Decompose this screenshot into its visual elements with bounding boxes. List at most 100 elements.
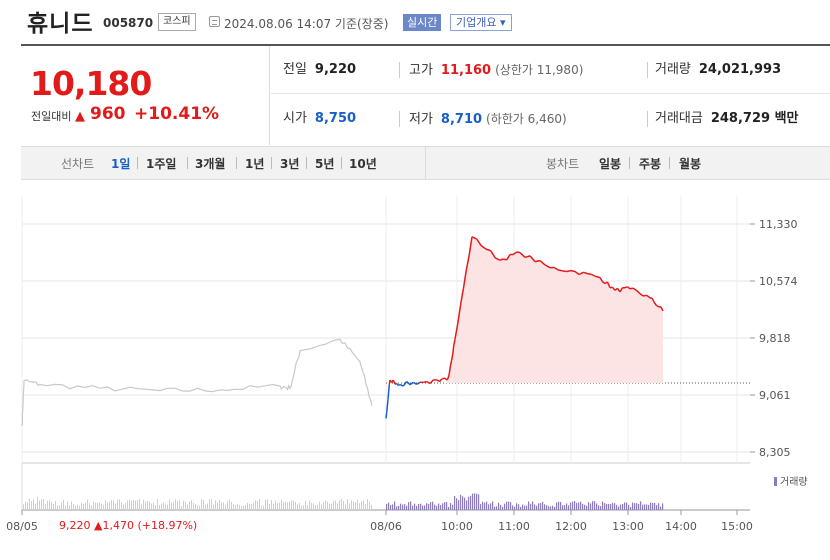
volume-bar	[560, 501, 562, 510]
volume-bar-prev-day	[285, 501, 286, 510]
volume-bar	[520, 506, 522, 510]
volume-bar-prev-day	[109, 501, 110, 510]
price-segment	[534, 259, 541, 263]
volume-bar	[610, 503, 612, 510]
volume-bar-prev-day	[245, 505, 246, 510]
period-10y[interactable]: 10년	[349, 157, 377, 171]
candle-weekly[interactable]: 주봉	[639, 157, 662, 171]
volume-bar	[424, 505, 426, 510]
volume-bar	[484, 502, 486, 510]
price-change: 960	[90, 104, 126, 124]
volume-bar-prev-day	[177, 501, 178, 510]
volume-bar	[558, 501, 560, 510]
volume-bar-prev-day	[345, 504, 346, 510]
volume-bar	[506, 501, 508, 510]
price-segment	[471, 236, 478, 240]
volume-bar-prev-day	[95, 502, 96, 510]
volume-bar	[470, 495, 472, 510]
volume-bar-prev-day	[297, 504, 298, 510]
candle-daily[interactable]: 일봉	[599, 157, 622, 171]
price-segment	[656, 304, 660, 308]
volume-bar-prev-day	[329, 503, 330, 510]
volume-bar-prev-day	[281, 499, 282, 510]
price-segment	[627, 286, 631, 290]
volume-bar	[498, 502, 500, 510]
stock-header: 휴니드 005870 코스피 2024.08.06 14:07 기준(장중) 실…	[0, 0, 830, 44]
volume-bar	[528, 501, 530, 510]
x-tick-label: 11:00	[498, 520, 530, 533]
price-segment	[412, 381, 418, 385]
volume-bar	[530, 503, 532, 510]
period-1w[interactable]: 1주일	[146, 157, 177, 171]
volume-bar	[542, 501, 544, 510]
volume-legend: 거래량	[774, 473, 808, 488]
volume-bar	[608, 503, 610, 510]
volume-bar	[458, 500, 460, 510]
calendar-icon	[209, 16, 220, 27]
volume-bar-prev-day	[179, 500, 180, 510]
volume-bar-prev-day	[197, 505, 198, 510]
volume-bar-prev-day	[327, 501, 328, 510]
volume-bar	[604, 503, 606, 510]
volume-bar	[576, 502, 578, 510]
volume-bar	[446, 501, 448, 510]
realtime-button[interactable]: 실시간	[403, 14, 442, 31]
price-segment	[651, 297, 655, 303]
volume-bar	[596, 503, 598, 510]
y-tick-label: 9,818	[759, 332, 791, 345]
stat-high: 고가 11,160 (상한가 11,980)	[409, 63, 584, 78]
volume-bar	[394, 501, 396, 510]
vs-prev-label: 전일대비	[31, 110, 72, 123]
price-segment	[558, 269, 563, 272]
price-segment	[660, 306, 664, 312]
price-segment	[562, 270, 567, 273]
volume-bar-prev-day	[55, 500, 56, 510]
volume-bar	[556, 502, 558, 510]
volume-bar-prev-day	[335, 500, 336, 510]
company-overview-dropdown[interactable]: 기업개요 ▾	[450, 14, 512, 31]
volume-bar	[474, 493, 476, 510]
volume-bar-prev-day	[225, 505, 226, 510]
price-segment	[611, 286, 616, 291]
rise-fill-area	[446, 236, 663, 383]
volume-bar-prev-day	[47, 500, 48, 510]
volume-bar-prev-day	[339, 500, 340, 510]
volume-bar	[516, 503, 518, 510]
period-1d[interactable]: 1일	[111, 157, 131, 171]
volume-bar-prev-day	[143, 499, 144, 510]
period-5y[interactable]: 5년	[315, 157, 335, 171]
price-segment	[544, 264, 551, 269]
period-3y[interactable]: 3년	[280, 157, 300, 171]
volume-bar-prev-day	[31, 501, 32, 510]
price-segment	[442, 377, 445, 380]
price-segment	[506, 254, 511, 261]
period-3m[interactable]: 3개월	[195, 157, 226, 171]
volume-bar-prev-day	[25, 501, 26, 510]
volume-bar-prev-day	[263, 505, 264, 510]
stat-prev: 전일 9,220	[283, 62, 357, 77]
price-segment	[447, 373, 450, 379]
volume-bar-prev-day	[219, 500, 220, 510]
volume-bar-prev-day	[361, 501, 362, 510]
volume-bar	[430, 502, 432, 510]
volume-bar	[626, 502, 628, 510]
period-1y[interactable]: 1년	[245, 157, 265, 171]
volume-bar	[478, 494, 480, 510]
price-segment	[459, 287, 465, 305]
volume-bar-prev-day	[59, 505, 60, 510]
volume-bar-prev-day	[193, 502, 194, 510]
volume-bar	[450, 503, 452, 510]
x-tick-label: 08/06	[370, 520, 402, 533]
volume-bar	[472, 493, 474, 510]
price-segment	[602, 281, 606, 285]
volume-bar	[396, 506, 398, 510]
volume-bar	[452, 504, 454, 510]
volume-bar	[650, 502, 652, 510]
volume-bar-prev-day	[287, 502, 288, 510]
price-segment	[595, 275, 601, 279]
volume-bar-prev-day	[37, 496, 38, 510]
volume-bar-prev-day	[175, 499, 176, 510]
candle-monthly[interactable]: 월봉	[679, 157, 702, 171]
volume-bar	[402, 504, 404, 510]
